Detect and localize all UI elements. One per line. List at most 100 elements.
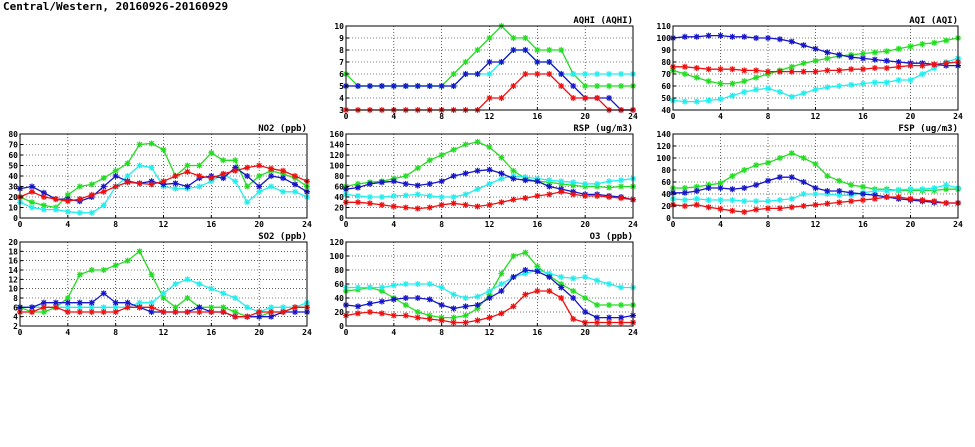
y-tick-label: 60 [8,151,18,160]
data-point-red [729,66,736,73]
data-point-red [895,63,902,70]
data-point-cyan [474,293,481,300]
data-point-green [474,138,481,145]
data-point-cyan [486,288,493,294]
data-point-blue [788,174,795,181]
data-point-green [848,182,855,188]
data-point-red [498,95,505,101]
data-point-green [232,309,239,315]
data-point-red [848,66,855,73]
data-point-cyan [705,197,712,203]
data-point-green [112,262,119,269]
data-point-green [88,267,95,273]
chart-aqi: 0 4 8 12 16 20 24 40 50 60 70 80 90 100 110 AQI (AQI) [657,16,963,121]
x-tick-label: 20 [906,220,916,229]
data-point-cyan [450,291,457,298]
data-point-red [280,309,287,315]
y-tick-label: 50 [8,162,18,171]
x-tick-label: 8 [766,112,771,121]
data-point-green [860,183,866,190]
data-point-blue [753,182,760,188]
x-tick-label: 12 [159,328,169,337]
data-point-red [705,204,712,211]
x-tick-label: 24 [628,220,638,229]
data-point-green [136,141,143,148]
data-point-red [606,194,613,200]
x-tick-label: 24 [302,328,312,337]
data-point-blue [160,181,167,188]
x-tick-label: 0 [18,220,23,229]
data-point-cyan [871,79,878,86]
data-point-cyan [931,65,938,71]
data-point-cyan [136,299,143,306]
data-point-blue [28,183,35,190]
data-point-red [172,309,179,315]
data-point-red [705,66,712,73]
data-point-red [546,191,553,198]
data-point-red [753,206,760,213]
data-point-red [462,201,469,208]
data-point-red [148,181,155,188]
data-point-red [606,319,613,326]
data-point-red [52,304,59,311]
data-point-red [582,192,589,199]
data-point-red [776,205,783,212]
data-point-cyan [292,188,299,195]
data-point-red [220,170,227,177]
y-tick-label: 30 [8,183,18,192]
data-point-red [895,194,902,200]
data-point-blue [366,300,373,307]
data-point-red [378,201,385,208]
data-point-green [534,47,541,53]
data-point-red [812,201,819,208]
data-point-cyan [546,177,553,184]
y-tick-label: 0 [339,322,344,331]
data-point-red [824,200,831,207]
y-tick-label: 20 [8,238,18,247]
x-tick-label: 4 [718,220,723,229]
data-point-cyan [705,97,712,104]
data-point-blue [474,71,481,77]
data-point-cyan [570,71,577,77]
data-point-blue [474,302,481,308]
data-point-green [280,170,287,177]
data-point-green [402,173,409,179]
data-point-red [450,319,457,326]
y-tick-label: 60 [661,82,671,91]
data-point-cyan [788,93,795,100]
data-point-red [486,201,493,208]
data-point-green [681,185,688,191]
data-point-cyan [402,281,409,287]
data-point-cyan [741,198,748,205]
data-point-blue [100,290,107,297]
x-tick-label: 16 [858,220,868,229]
x-tick-label: 0 [671,112,676,121]
x-tick-label: 16 [207,220,217,229]
data-point-red [693,201,700,208]
data-point-blue [693,33,700,40]
data-point-green [160,295,167,301]
x-tick-label: 8 [113,220,118,229]
y-tick-label: 70 [8,141,18,150]
data-point-cyan [848,81,855,88]
data-point-red [462,319,469,326]
data-point-red [919,197,926,203]
data-point-green [208,304,215,311]
data-point-cyan [256,188,263,195]
data-point-cyan [426,281,433,287]
data-point-cyan [498,175,505,182]
data-point-red [280,167,287,174]
x-tick-label: 0 [344,328,349,337]
y-tick-label: 60 [334,183,344,192]
data-point-cyan [196,281,203,287]
data-point-blue [681,33,688,40]
data-point-green [414,309,421,315]
data-point-cyan [244,304,251,311]
x-tick-label: 12 [159,220,169,229]
data-point-cyan [546,270,553,277]
data-point-red [582,319,589,326]
data-point-blue [741,33,748,40]
data-point-cyan [824,84,831,91]
data-point-cyan [268,183,275,190]
